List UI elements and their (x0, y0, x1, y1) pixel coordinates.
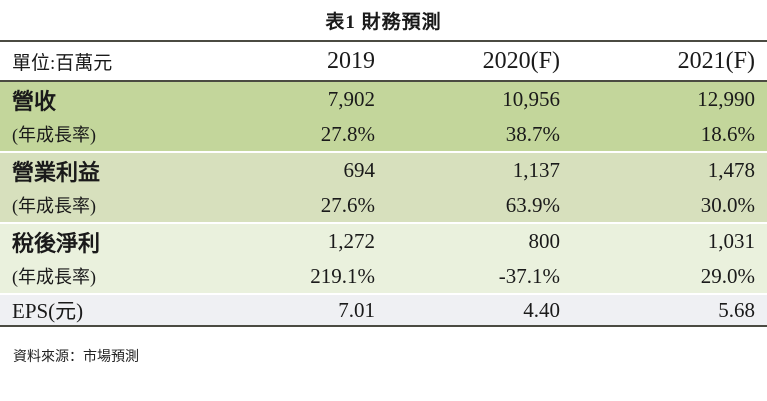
column-header-2020f: 2020(F) (482, 47, 560, 74)
cell-value: 1,031 (707, 229, 755, 253)
cell-value: 7,902 (327, 87, 375, 111)
cell-value: 18.6% (700, 121, 755, 146)
column-header-2021f: 2021(F) (677, 47, 755, 74)
cell-value: 27.6% (320, 192, 375, 217)
row-label: 營業利益 (12, 159, 101, 185)
table-row-revenue-growth: (年成長率) 27.8% 38.7% 18.6% (0, 117, 767, 152)
cell-value: 1,137 (512, 158, 560, 182)
table-row-net-profit-growth: (年成長率) 219.1% -37.1% 29.0% (0, 259, 767, 294)
cell-value: 29.0% (700, 263, 755, 288)
cell-value: 12,990 (697, 87, 755, 111)
table-row-net-profit: 稅後淨利 1,272 800 1,031 (0, 223, 767, 259)
unit-label: 單位:百萬元 (12, 52, 113, 74)
row-label: EPS(元) (12, 299, 84, 323)
cell-value: 38.7% (505, 121, 560, 146)
financial-forecast-table: 單位:百萬元 2019 2020(F) 2021(F) 營收 7,902 10,… (0, 40, 767, 327)
row-label: (年成長率) (12, 125, 96, 145)
cell-value: 10,956 (502, 87, 560, 111)
cell-value: 1,478 (707, 158, 755, 182)
cell-value: 5.68 (718, 297, 755, 322)
table-row-eps: EPS(元) 7.01 4.40 5.68 (0, 294, 767, 326)
table-row-revenue: 營收 7,902 10,956 12,990 (0, 81, 767, 117)
page-title: 表1 財務預測 (325, 11, 442, 33)
source-note: 資料來源：市場預測 (13, 348, 139, 364)
cell-value: 27.8% (320, 121, 375, 146)
row-label: 稅後淨利 (12, 230, 101, 256)
cell-value: 63.9% (505, 192, 560, 217)
cell-value: 219.1% (310, 263, 375, 288)
cell-value: 4.40 (523, 297, 560, 322)
cell-value: -37.1% (498, 263, 560, 288)
cell-value: 7.01 (338, 297, 375, 322)
cell-value: 694 (343, 158, 376, 182)
table-row-operating-profit: 營業利益 694 1,137 1,478 (0, 152, 767, 188)
cell-value: 1,272 (327, 229, 375, 253)
row-label: (年成長率) (12, 196, 96, 216)
row-label: 營收 (12, 88, 57, 114)
table-row-operating-profit-growth: (年成長率) 27.6% 63.9% 30.0% (0, 188, 767, 223)
table-header-row: 單位:百萬元 2019 2020(F) 2021(F) (0, 41, 767, 81)
column-header-2019: 2019 (327, 47, 375, 74)
cell-value: 800 (528, 229, 561, 253)
row-label: (年成長率) (12, 267, 96, 287)
cell-value: 30.0% (700, 192, 755, 217)
